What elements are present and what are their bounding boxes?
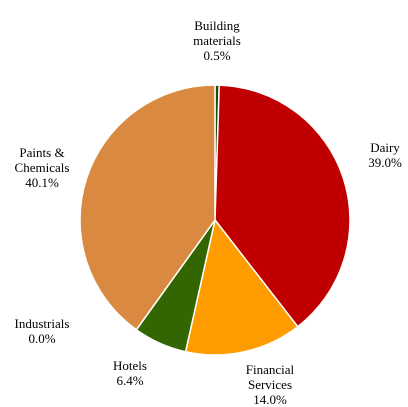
slice-label: Dairy 39.0% bbox=[325, 140, 408, 170]
slice-label: Industrials 0.0% bbox=[0, 316, 102, 346]
category-label: Hotels bbox=[113, 358, 147, 373]
pie-slice bbox=[79, 84, 216, 331]
value-label: 6.4% bbox=[116, 373, 144, 388]
value-label: 40.1% bbox=[25, 175, 59, 190]
slice-label: Building materials 0.5% bbox=[157, 18, 277, 63]
category-label: Building materials bbox=[193, 18, 241, 48]
category-label: Dairy bbox=[370, 140, 400, 155]
value-label: 39.0% bbox=[368, 155, 402, 170]
value-label: 0.0% bbox=[28, 331, 56, 346]
category-label: Paints & Chemicals bbox=[14, 145, 70, 175]
slice-label: Financial Services 14.0% bbox=[210, 362, 330, 407]
pie-slice bbox=[184, 218, 299, 356]
slice-label: Paints & Chemicals 40.1% bbox=[0, 145, 102, 190]
category-label: Financial Services bbox=[245, 362, 295, 392]
slice-label: Hotels 6.4% bbox=[70, 358, 190, 388]
value-label: 0.5% bbox=[203, 48, 231, 63]
category-label: Industrials bbox=[14, 316, 70, 331]
value-label: 14.0% bbox=[253, 392, 287, 407]
pie-slice bbox=[214, 84, 351, 328]
